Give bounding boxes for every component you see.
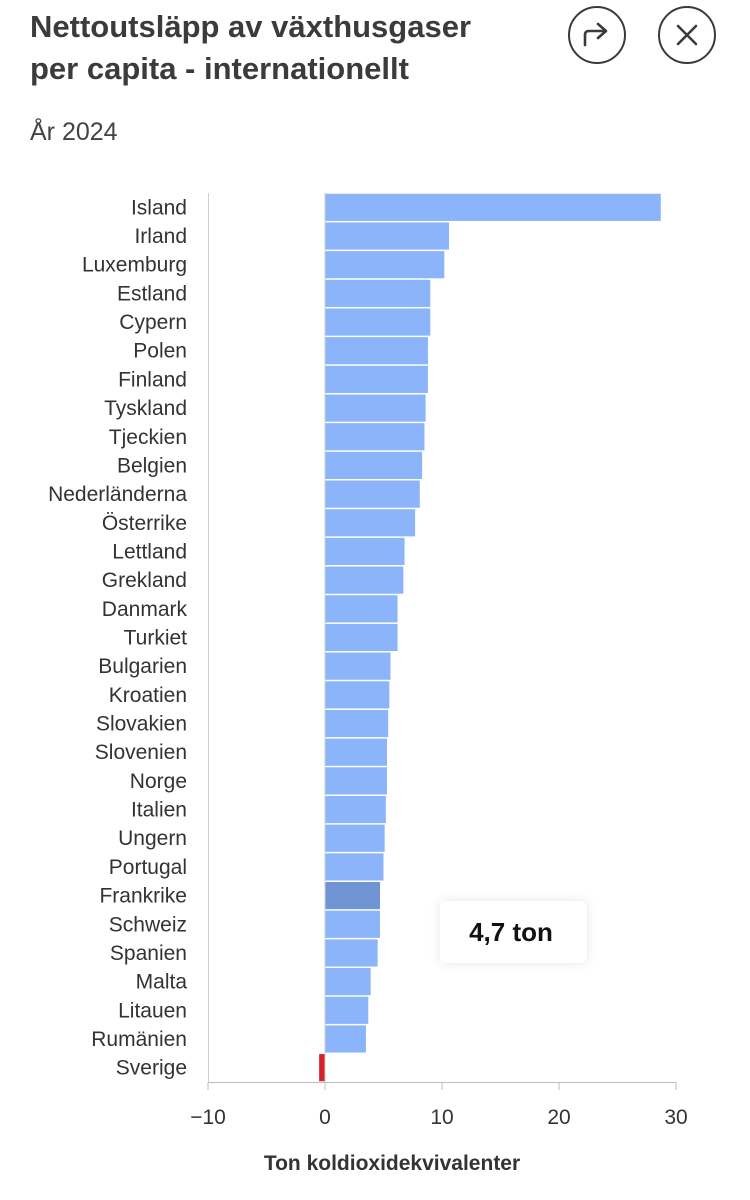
bar-cypern[interactable] [325,308,431,336]
category-label-bulgarien: Bulgarien [98,655,187,678]
category-label-tyskland: Tyskland [104,397,187,420]
x-tick-label: 30 [664,1106,687,1129]
bar-sverige[interactable] [319,1054,325,1082]
share-arrow-icon [583,22,608,47]
category-label-malta: Malta [136,971,188,994]
category-label-finland: Finland [118,368,187,391]
chart-subtitle: År 2024 [30,118,118,146]
page-title: Nettoutsläpp av växthusgaser per capita … [30,6,575,90]
bar-slovakien[interactable] [325,709,389,738]
bar-slovenien[interactable] [325,738,388,766]
bar-grekland[interactable] [325,566,404,594]
category-label-luxemburg: Luxemburg [82,254,187,277]
x-tick-label: 20 [547,1106,570,1129]
bar-island[interactable] [325,193,661,221]
x-tick-label: −10 [190,1106,226,1129]
bar-osterrike[interactable] [325,509,416,537]
category-label-spanien: Spanien [110,942,187,965]
bar-frankrike[interactable] [325,882,380,910]
bars-group [319,193,661,1082]
bar-nederlanderna[interactable] [325,480,420,508]
category-label-nederlanderna: Nederländerna [48,483,187,506]
tooltip-value: 4,7 ton [469,917,553,947]
bar-finland[interactable] [325,365,428,393]
category-label-osterrike: Österrike [102,512,187,535]
tick-labels-group: −10 0 10 20 30 [190,1106,687,1129]
category-label-turkiet: Turkiet [124,627,188,650]
category-label-island: Island [131,196,187,219]
bar-belgien[interactable] [325,451,423,480]
category-label-norge: Norge [130,770,187,793]
title-line-1: Nettoutsläpp av växthusgaser [30,9,472,44]
bar-tjeckien[interactable] [325,423,425,451]
bar-irland[interactable] [325,222,450,250]
category-label-polen: Polen [133,340,187,363]
category-label-estland: Estland [117,282,187,305]
x-axis-title: Ton koldioxidekvivalenter [264,1152,520,1175]
category-label-cypern: Cypern [119,311,187,334]
category-label-kroatien: Kroatien [109,684,187,707]
bar-schweiz[interactable] [325,910,380,938]
bar-estland[interactable] [325,279,431,307]
category-label-rumanien: Rumänien [91,1028,187,1051]
bar-polen[interactable] [325,337,428,365]
share-button[interactable] [568,6,626,64]
bar-spanien[interactable] [325,939,378,967]
bar-bulgarien[interactable] [325,652,391,680]
category-label-italien: Italien [131,799,187,822]
close-button[interactable] [658,6,716,64]
category-label-belgien: Belgien [117,454,187,477]
bar-lettland[interactable] [325,537,405,566]
category-label-sverige: Sverige [116,1057,187,1080]
category-labels-group: Island Irland Luxemburg Estland Cypern Polen F… [48,196,187,1079]
bar-luxemburg[interactable] [325,251,445,279]
bar-norge[interactable] [325,767,388,795]
bar-turkiet[interactable] [325,623,398,652]
category-label-litauen: Litauen [118,999,187,1022]
category-label-portugal: Portugal [109,856,187,879]
category-label-irland: Irland [134,225,187,248]
category-label-ungern: Ungern [118,827,187,850]
category-label-slovenien: Slovenien [95,741,187,764]
x-tick-label: 0 [319,1106,331,1129]
category-label-slovakien: Slovakien [96,713,187,736]
bar-danmark[interactable] [325,595,398,623]
category-label-tjeckien: Tjeckien [109,426,187,449]
bar-tyskland[interactable] [325,394,426,422]
category-label-grekland: Grekland [102,569,187,592]
bar-rumanien[interactable] [325,1025,366,1053]
bar-malta[interactable] [325,968,371,996]
bar-portugal[interactable] [325,853,384,881]
category-label-danmark: Danmark [102,598,188,621]
axes-group [207,193,677,1090]
bar-litauen[interactable] [325,996,369,1024]
tooltip: 4,7 ton [440,901,587,963]
category-label-lettland: Lettland [112,540,187,563]
tooltip-box [440,901,587,963]
bar-ungern[interactable] [325,824,385,852]
category-label-schweiz: Schweiz [109,913,187,936]
title-line-2: per capita - internationellt [30,51,409,86]
bar-italien[interactable] [325,795,386,824]
close-x-icon [676,24,698,46]
x-tick-label: 10 [430,1106,453,1129]
bar-kroatien[interactable] [325,681,390,709]
category-label-frankrike: Frankrike [99,885,187,908]
